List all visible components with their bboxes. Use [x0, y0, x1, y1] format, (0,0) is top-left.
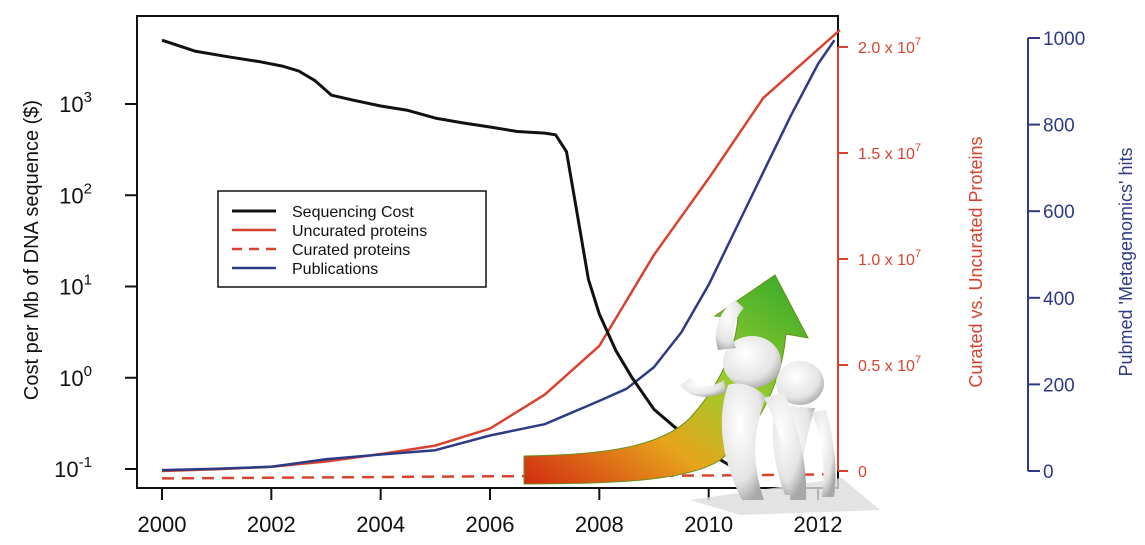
series-line-sequencing-cost [161, 38, 737, 471]
right-proteins-tick-label: 1.5 x 107 [858, 142, 921, 163]
left-tick-base: 10 [59, 275, 83, 300]
figure-front [680, 300, 807, 500]
legend: Sequencing Cost Uncurated proteins Curat… [217, 190, 487, 288]
right-publications-tick-label: 200 [1043, 375, 1075, 396]
left-tick-exponent: -1 [79, 454, 92, 471]
x-tick-label: 2008 [575, 512, 624, 537]
right-axis-publications-title: Pubmed 'Metagenomics' hits [1116, 148, 1136, 377]
x-tick-label: 2000 [138, 512, 187, 537]
left-tick-base: 10 [59, 92, 83, 117]
right-proteins-tick-text: 0.5 x 10 [858, 358, 915, 375]
right-publications-tick-label: 0 [1043, 462, 1054, 483]
right-proteins-tick-exponent: 7 [915, 142, 921, 154]
legend-label-sequencing-cost: Sequencing Cost [292, 204, 414, 221]
right-proteins-tick-label: 1.0 x 107 [858, 248, 921, 269]
right-publications-tick-label: 1000 [1043, 29, 1085, 50]
legend-label-curated-proteins: Curated proteins [292, 242, 410, 259]
right-axis-publications: 0 200 400 600 800 1000 [1027, 29, 1085, 483]
right-proteins-tick-exponent: 7 [915, 248, 921, 260]
left-tick-base: 10 [59, 183, 83, 208]
left-tick-label: 102 [59, 180, 92, 208]
right-proteins-tick-exponent: 7 [915, 354, 921, 366]
left-tick-exponent: 3 [84, 89, 92, 106]
x-tick-label: 2002 [247, 512, 296, 537]
series-line-publications [161, 39, 836, 472]
left-tick-exponent: 1 [84, 272, 92, 289]
x-tick-label: 2012 [794, 512, 843, 537]
legend-box [217, 190, 487, 288]
left-tick-label: 101 [59, 272, 92, 300]
right-proteins-tick-label: 2.0 x 107 [858, 36, 921, 57]
x-tick-label: 2004 [356, 512, 405, 537]
right-publications-tick-label: 400 [1043, 289, 1075, 310]
right-proteins-tick-exponent: 7 [915, 36, 921, 48]
right-publications-tick-label: 800 [1043, 116, 1075, 137]
left-tick-exponent: 0 [84, 363, 92, 380]
right-proteins-tick-text: 2.0 x 10 [858, 40, 915, 57]
left-tick-label: 103 [59, 89, 92, 117]
right-publications-tick-label: 600 [1043, 202, 1075, 223]
right-axis-proteins-title: Curated vs. Uncurated Proteins [966, 136, 986, 387]
left-tick-exponent: 2 [84, 180, 92, 197]
right-proteins-tick-text: 1.5 x 10 [858, 146, 915, 163]
left-tick-label: 100 [59, 363, 92, 391]
growth-arrow-illustration [523, 274, 880, 515]
x-tick-label: 2006 [466, 512, 515, 537]
right-proteins-tick-text: 0 [858, 464, 867, 481]
left-axis-title: Cost per Mb of DNA sequence ($) [21, 100, 43, 400]
x-axis: 2000 2002 2004 2006 2008 2010 2012 [138, 487, 843, 537]
right-proteins-tick-label: 0.5 x 107 [858, 354, 921, 375]
left-tick-label: 10-1 [54, 454, 92, 482]
right-proteins-tick-text: 1.0 x 10 [858, 252, 915, 269]
left-tick-base: 10 [54, 457, 78, 482]
legend-label-uncurated-proteins: Uncurated proteins [292, 223, 427, 240]
x-tick-label: 2010 [684, 512, 733, 537]
legend-label-publications: Publications [292, 261, 378, 278]
left-tick-base: 10 [59, 366, 83, 391]
right-proteins-tick-label: 0 [858, 464, 867, 481]
